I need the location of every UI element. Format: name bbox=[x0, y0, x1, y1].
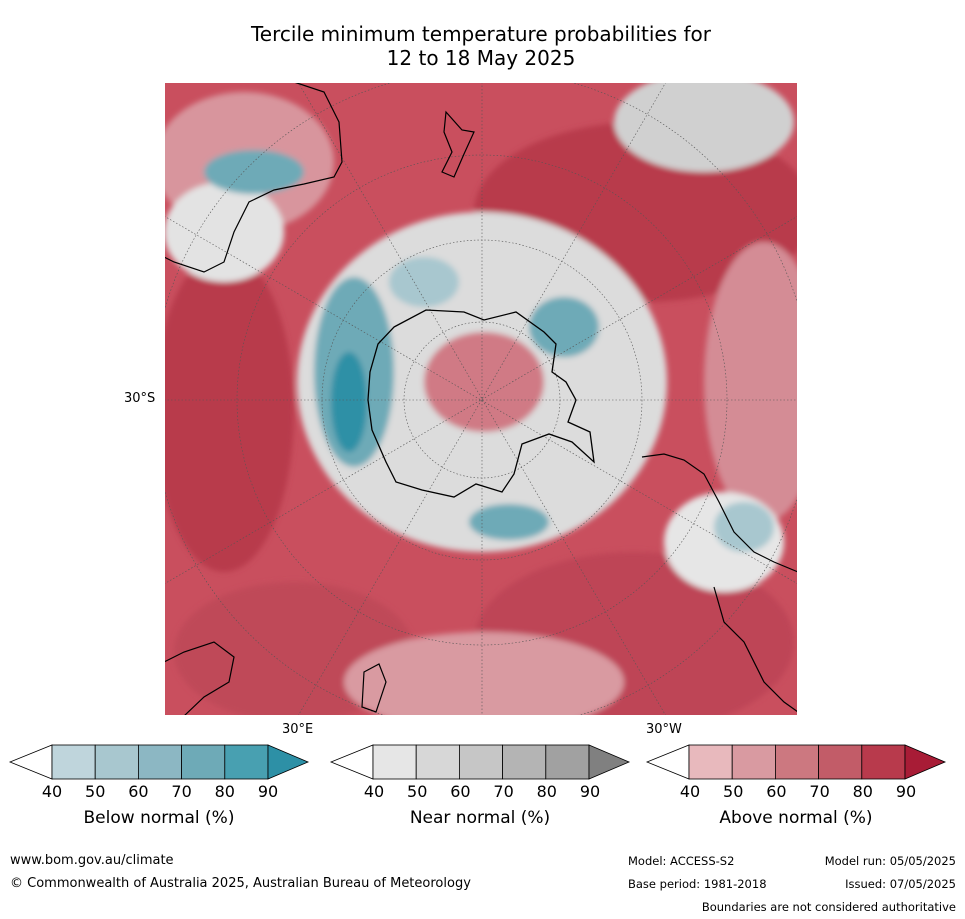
near-color-segment bbox=[415, 744, 460, 780]
below-color-segment bbox=[94, 744, 139, 780]
model-text: Model: ACCESS-S2 bbox=[628, 854, 735, 868]
near-tick-label: 80 bbox=[536, 782, 557, 801]
above-tick-label: 40 bbox=[679, 782, 701, 801]
near-tick-label: 50 bbox=[407, 782, 428, 801]
below-color-segment bbox=[51, 744, 96, 780]
below-extend-low bbox=[8, 744, 53, 780]
antarctica-coastline bbox=[367, 309, 595, 498]
below-color-segment bbox=[181, 744, 226, 780]
below-normal-ticks: 40 50 60 70 80 90 bbox=[42, 782, 278, 802]
below-normal-area bbox=[204, 150, 304, 194]
above-tick-label: 90 bbox=[895, 782, 917, 801]
above-color-segment bbox=[774, 744, 819, 780]
above-color-segment bbox=[688, 744, 733, 780]
above-extend-low bbox=[645, 744, 690, 780]
africa-coastline bbox=[164, 641, 235, 716]
title-line-1: Tercile minimum temperature probabilitie… bbox=[250, 22, 712, 46]
near-tick-label: 60 bbox=[450, 782, 471, 801]
graticule bbox=[164, 82, 798, 716]
lat-label-30s: 30°S bbox=[124, 391, 156, 406]
lon-label-30e: 30°E bbox=[282, 722, 314, 737]
above-tick-label: 60 bbox=[766, 782, 787, 801]
weak-warm-area bbox=[704, 242, 798, 522]
below-tick-label: 50 bbox=[85, 782, 106, 801]
map-title: Tercile minimum temperature probabilitie… bbox=[164, 22, 798, 70]
above-color-segment bbox=[818, 744, 863, 780]
near-tick-label: 90 bbox=[579, 782, 601, 801]
near-extend-high bbox=[588, 744, 631, 780]
above-normal-ticks: 40 50 60 70 80 90 bbox=[680, 782, 916, 802]
near-extend-low bbox=[329, 744, 374, 780]
near-tick-label: 70 bbox=[493, 782, 514, 801]
near-color-segment bbox=[545, 744, 590, 780]
below-normal-area bbox=[469, 504, 549, 540]
warm-polar-area bbox=[424, 332, 544, 432]
disclaimer-text: Boundaries are not considered authoritat… bbox=[701, 900, 956, 914]
australia-coastline bbox=[164, 82, 343, 273]
model-run-text: Model run: 05/05/2025 bbox=[824, 854, 956, 868]
below-normal-area bbox=[529, 297, 599, 357]
near-normal-label: Near normal (%) bbox=[409, 808, 551, 828]
below-tick-label: 70 bbox=[171, 782, 192, 801]
polar-map[interactable] bbox=[164, 82, 798, 716]
near-color-segment bbox=[372, 744, 417, 780]
near-tick-label: 40 bbox=[363, 782, 385, 801]
above-tick-label: 50 bbox=[723, 782, 744, 801]
below-tick-label: 90 bbox=[257, 782, 279, 801]
above-color-segment bbox=[731, 744, 776, 780]
above-color-segment bbox=[861, 744, 906, 780]
new-zealand-coastline bbox=[441, 110, 475, 178]
below-normal-area bbox=[714, 502, 774, 552]
below-tick-label: 80 bbox=[214, 782, 235, 801]
near-normal-area bbox=[614, 82, 794, 172]
below-extend-high bbox=[267, 744, 310, 780]
below-normal-colorbar bbox=[8, 744, 310, 780]
below-tick-label: 40 bbox=[41, 782, 63, 801]
near-normal-colorbar bbox=[329, 744, 631, 780]
above-tick-label: 70 bbox=[809, 782, 830, 801]
map-canvas bbox=[164, 82, 798, 716]
near-normal-area bbox=[164, 182, 284, 282]
base-period-text: Base period: 1981-2018 bbox=[628, 877, 767, 891]
map-frame bbox=[164, 82, 798, 716]
near-normal-ticks: 40 50 60 70 80 90 bbox=[364, 782, 600, 802]
above-extend-high bbox=[904, 744, 947, 780]
below-normal-area bbox=[331, 352, 367, 452]
copyright-text: © Commonwealth of Australia 2025, Austra… bbox=[10, 876, 471, 891]
south-america-coastline bbox=[641, 453, 798, 713]
madagascar-coastline bbox=[361, 663, 387, 713]
title-line-2: 12 to 18 May 2025 bbox=[386, 46, 576, 70]
near-color-segment bbox=[458, 744, 503, 780]
below-color-segment bbox=[224, 744, 269, 780]
issued-text: Issued: 07/05/2025 bbox=[845, 877, 956, 891]
website-link[interactable]: www.bom.gov.au/climate bbox=[10, 853, 174, 868]
near-color-segment bbox=[502, 744, 547, 780]
below-normal-area bbox=[389, 257, 459, 307]
strong-warm-area bbox=[164, 252, 294, 572]
below-normal-label: Below normal (%) bbox=[83, 808, 235, 828]
below-color-segment bbox=[137, 744, 182, 780]
lon-label-30w: 30°W bbox=[646, 722, 682, 737]
above-normal-colorbar bbox=[645, 744, 947, 780]
above-normal-label: Above normal (%) bbox=[719, 808, 873, 828]
above-tick-label: 80 bbox=[852, 782, 873, 801]
below-tick-label: 60 bbox=[128, 782, 149, 801]
weak-warm-area bbox=[344, 632, 624, 716]
